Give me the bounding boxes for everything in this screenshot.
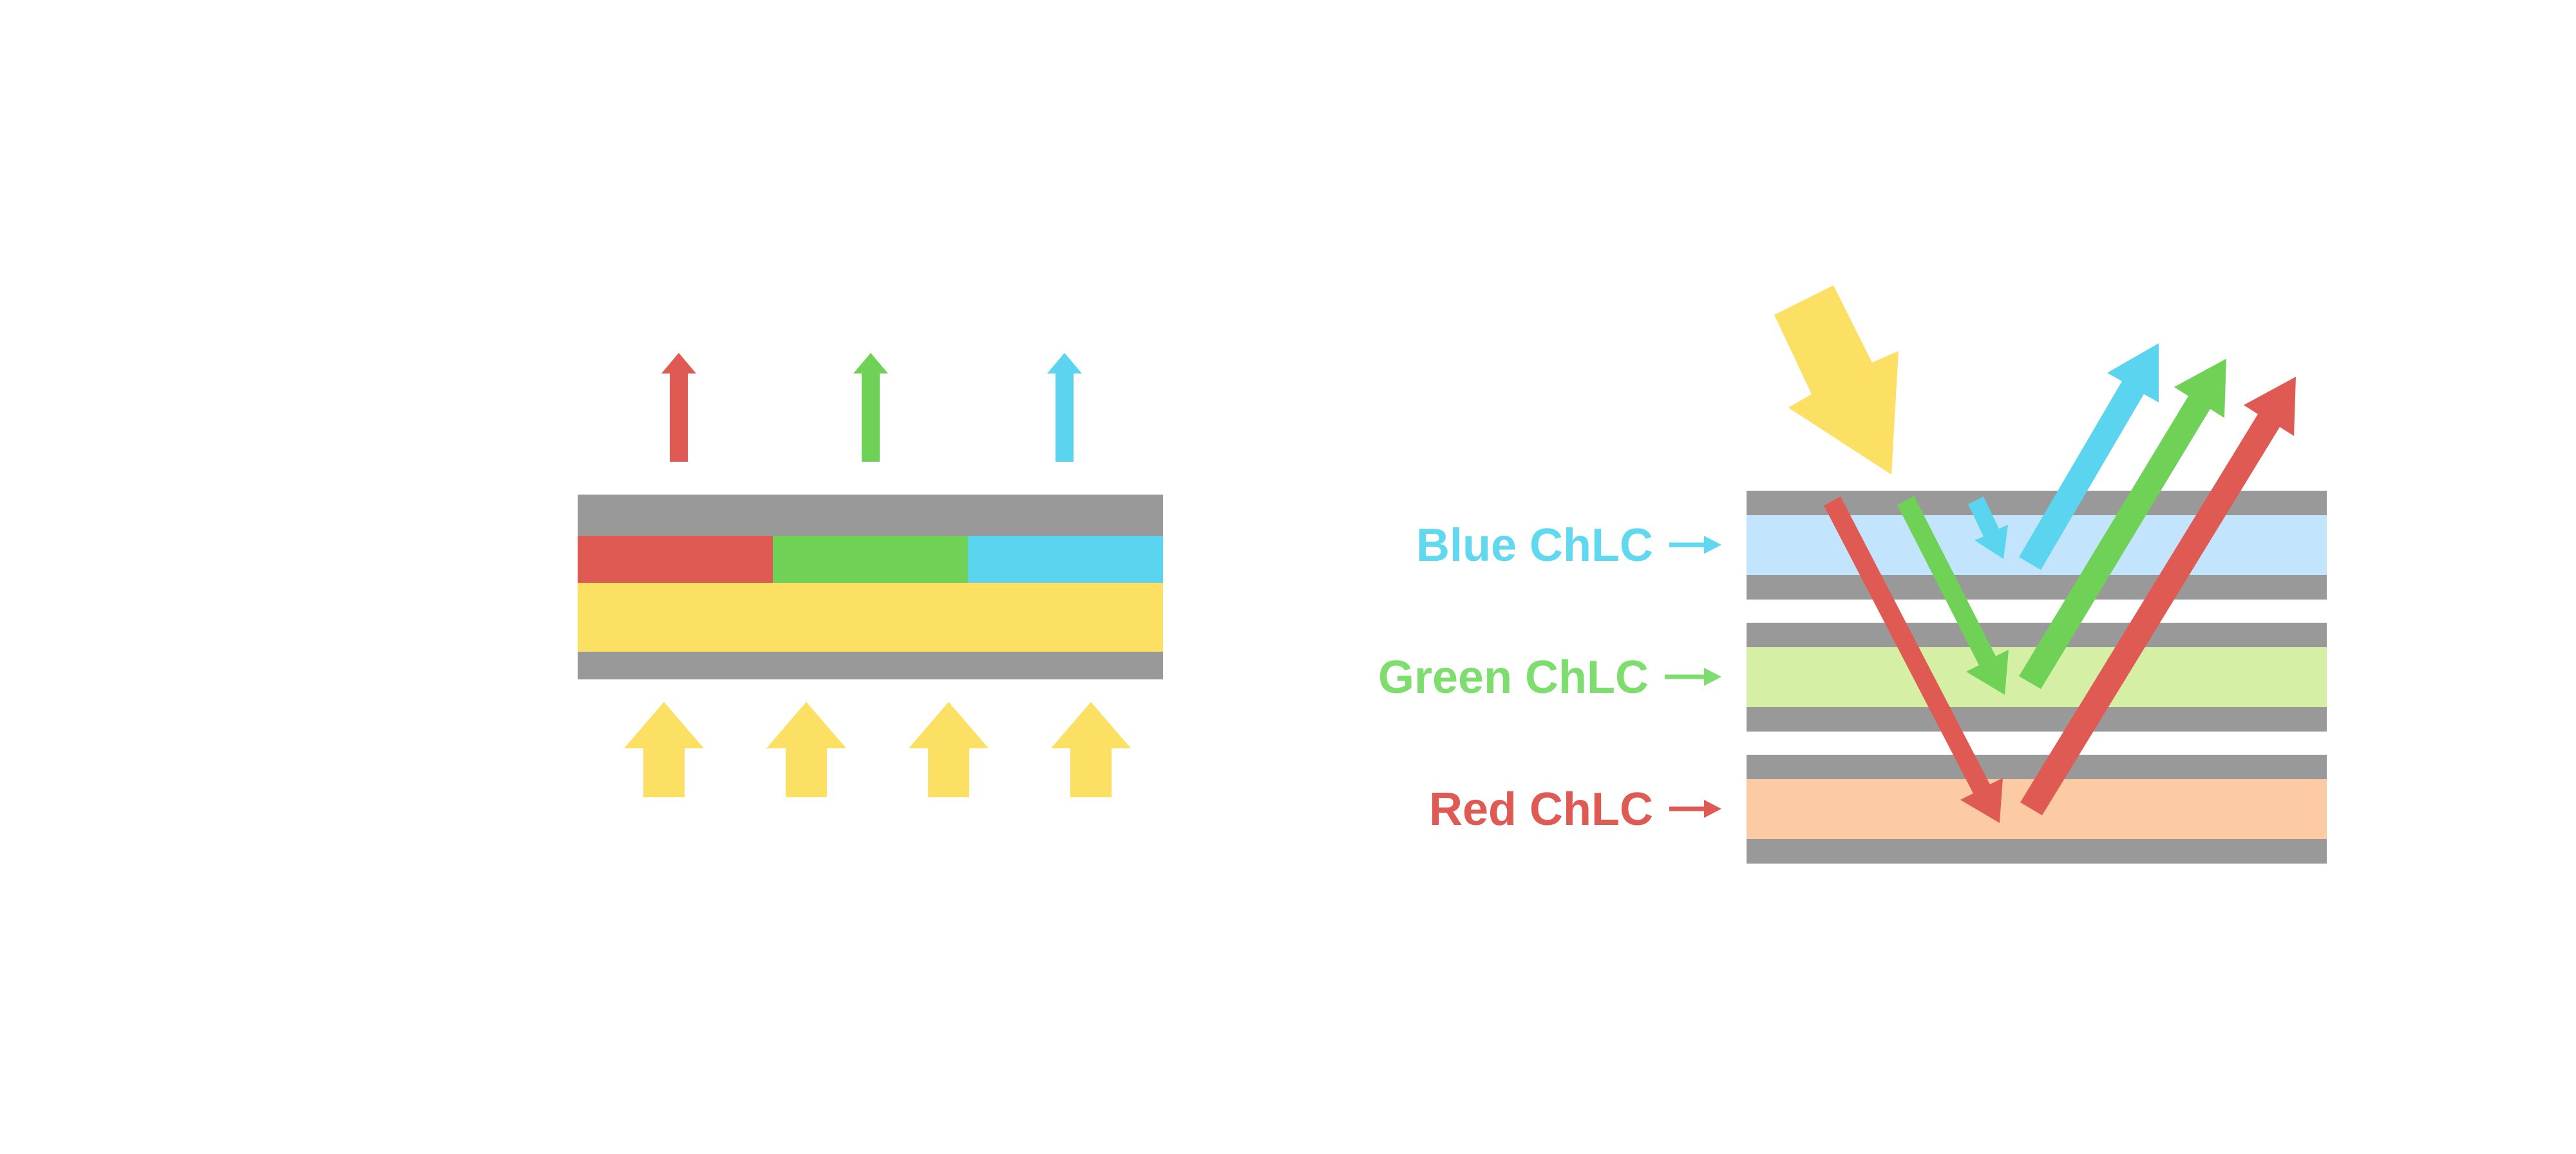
top-substrate-layer [578,495,1163,536]
green-emission-up-arrow-icon [853,353,888,462]
right-diagram-reflective-chlc-stack: Blue ChLC Green ChLC Red ChLC [1378,285,2327,864]
red-reflected-ray-arrow-icon [2020,377,2296,815]
red-chlc-bottom-substrate [1747,839,2327,864]
red-chlc-pointer-arrow-icon [1704,800,1721,818]
green-chlc-top-substrate [1747,623,2327,647]
cyan-incident-ray-arrow-icon [1968,497,2008,559]
red-chlc-label: Red ChLC [1429,784,1653,835]
red-chlc-top-substrate [1747,755,2327,779]
red-emission-up-arrow-icon [661,353,696,462]
green-chlc-bottom-substrate [1747,707,2327,732]
blue-chlc-pointer-arrow-icon [1704,536,1721,554]
backlight-up-arrow-icon-3 [909,702,989,797]
backlight-layer [578,583,1163,652]
blue-chlc-label-group: Blue ChLC [1416,520,1721,571]
blue-chlc-label: Blue ChLC [1416,520,1653,571]
cyan-pixel-segment [968,536,1163,583]
green-reflected-ray-arrow-icon [2019,359,2226,689]
green-chlc-label: Green ChLC [1378,652,1649,703]
backlight-up-arrow-icon-4 [1051,702,1131,797]
green-chlc-pointer-arrow-icon [1704,668,1721,686]
backlight-up-arrow-icon-1 [624,702,704,797]
bottom-substrate-layer [578,652,1163,679]
backlight-up-arrow-icon-2 [766,702,846,797]
cyan-emission-up-arrow-icon [1047,353,1082,462]
green-chlc-label-group: Green ChLC [1378,652,1721,703]
green-incident-ray-arrow-icon [1897,496,2009,695]
red-pixel-segment [578,536,773,583]
left-diagram-backlit-stack [578,353,1163,797]
cyan-reflected-ray-arrow-icon [2019,343,2159,570]
red-incident-ray-arrow-icon [1824,497,2003,823]
incident-light-down-right-arrow-icon [1774,285,1899,475]
blue-chlc-bottom-substrate [1747,575,2327,600]
red-chlc-label-group: Red ChLC [1429,784,1721,835]
green-pixel-segment [773,536,968,583]
